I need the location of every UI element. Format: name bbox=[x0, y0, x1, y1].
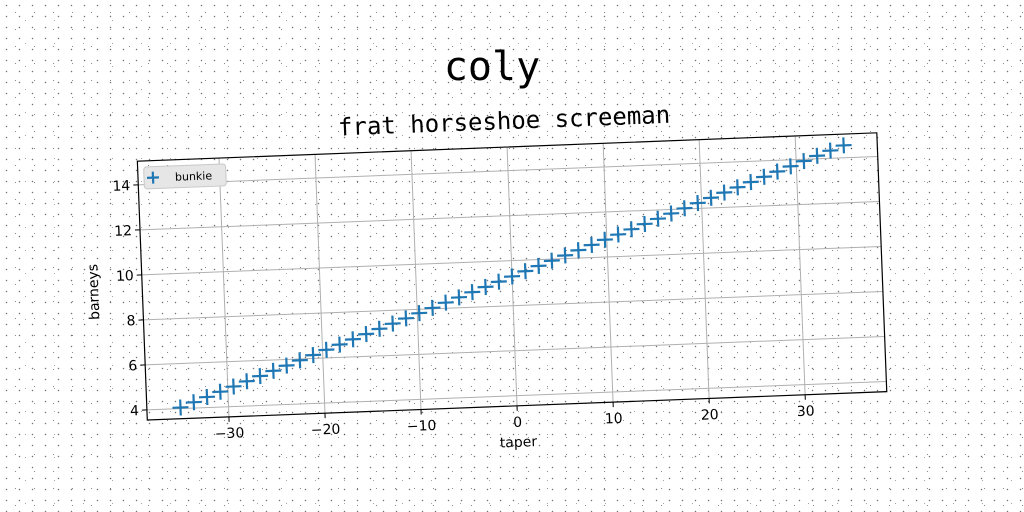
data-point bbox=[331, 336, 348, 353]
data-point bbox=[716, 184, 733, 201]
data-point bbox=[610, 226, 627, 243]
plot-group: frat horseshoe screeman −30 −20 −10 0 10 20 30… bbox=[85, 101, 888, 452]
data-point bbox=[583, 236, 600, 254]
y-axis-label: barneys bbox=[85, 264, 103, 321]
x-tick-label: −10 bbox=[407, 418, 437, 435]
data-point bbox=[397, 310, 414, 327]
data-point bbox=[636, 215, 653, 233]
data-point bbox=[570, 242, 587, 259]
y-tick-label: 12 bbox=[114, 223, 132, 240]
y-grid-line bbox=[143, 290, 883, 321]
data-point bbox=[557, 247, 574, 264]
x-tick-label: 20 bbox=[701, 407, 719, 424]
data-point bbox=[649, 210, 666, 227]
data-point bbox=[756, 168, 773, 185]
data-point bbox=[543, 252, 560, 269]
x-tick-label: 10 bbox=[604, 411, 622, 428]
x-grid-line bbox=[794, 135, 806, 395]
data-point bbox=[464, 284, 481, 301]
data-point bbox=[504, 268, 521, 285]
chart-title: frat horseshoe screeman bbox=[338, 101, 671, 142]
data-point bbox=[623, 221, 640, 238]
y-tick-label: 4 bbox=[130, 403, 140, 419]
data-point bbox=[371, 320, 388, 337]
x-grid-line bbox=[602, 143, 614, 403]
data-point bbox=[769, 163, 786, 180]
data-point bbox=[291, 352, 308, 369]
legend-marker bbox=[146, 171, 160, 184]
data-point bbox=[676, 200, 693, 217]
data-point bbox=[782, 158, 799, 175]
data-point bbox=[185, 394, 202, 411]
data-point bbox=[437, 294, 454, 311]
data-point bbox=[530, 257, 547, 274]
axis-ticks: −30 −20 −10 0 10 20 30 4 6 8 10 12 14 bbox=[112, 178, 815, 442]
data-point bbox=[318, 341, 335, 358]
legend-label: bunkie bbox=[175, 169, 213, 183]
data-point bbox=[172, 399, 189, 416]
y-grid-line bbox=[146, 380, 887, 411]
x-tick-label: 30 bbox=[797, 403, 815, 420]
data-point bbox=[517, 263, 534, 280]
grid bbox=[138, 135, 887, 417]
x-grid-line bbox=[218, 158, 230, 417]
y-tick-label: 8 bbox=[126, 313, 136, 329]
y-tick-label: 14 bbox=[112, 178, 131, 195]
data-point bbox=[729, 179, 746, 196]
data-point bbox=[663, 205, 680, 222]
x-tick-label: −20 bbox=[311, 422, 341, 439]
x-tick-label: −30 bbox=[215, 425, 245, 442]
data-point bbox=[822, 142, 839, 159]
data-point bbox=[596, 231, 613, 248]
y-grid-line bbox=[145, 335, 885, 366]
data-point bbox=[424, 299, 441, 316]
data-point bbox=[835, 137, 852, 154]
data-point bbox=[795, 153, 812, 170]
data-point bbox=[809, 147, 826, 164]
data-point bbox=[689, 194, 706, 212]
data-point bbox=[198, 388, 216, 406]
data-point bbox=[490, 273, 507, 290]
x-grid-line bbox=[314, 154, 326, 414]
data-point bbox=[225, 378, 242, 395]
y-grid-line bbox=[141, 245, 882, 276]
chart-suptitle: coly bbox=[444, 44, 540, 90]
legend-box bbox=[143, 163, 227, 190]
y-tick-label: 6 bbox=[128, 358, 138, 374]
data-points bbox=[172, 137, 852, 416]
y-tick-label: 10 bbox=[116, 268, 134, 285]
data-point bbox=[344, 331, 361, 348]
x-axis-label: taper bbox=[499, 434, 537, 451]
data-point bbox=[411, 305, 428, 322]
data-point bbox=[358, 326, 375, 343]
data-point bbox=[702, 189, 720, 206]
data-point bbox=[305, 347, 322, 364]
y-grid-line bbox=[138, 155, 878, 186]
data-point bbox=[450, 289, 468, 306]
data-point bbox=[265, 362, 282, 379]
x-tick-label: 0 bbox=[513, 415, 523, 431]
data-point bbox=[212, 383, 229, 400]
legend: bunkie bbox=[143, 163, 227, 190]
x-grid-line bbox=[410, 150, 422, 410]
data-point bbox=[384, 315, 401, 332]
data-point bbox=[252, 367, 269, 385]
data-point bbox=[742, 174, 759, 191]
data-point bbox=[278, 357, 295, 374]
x-grid-line bbox=[698, 139, 710, 399]
data-point bbox=[238, 373, 255, 390]
y-grid-line bbox=[139, 200, 880, 231]
data-point bbox=[477, 278, 494, 295]
